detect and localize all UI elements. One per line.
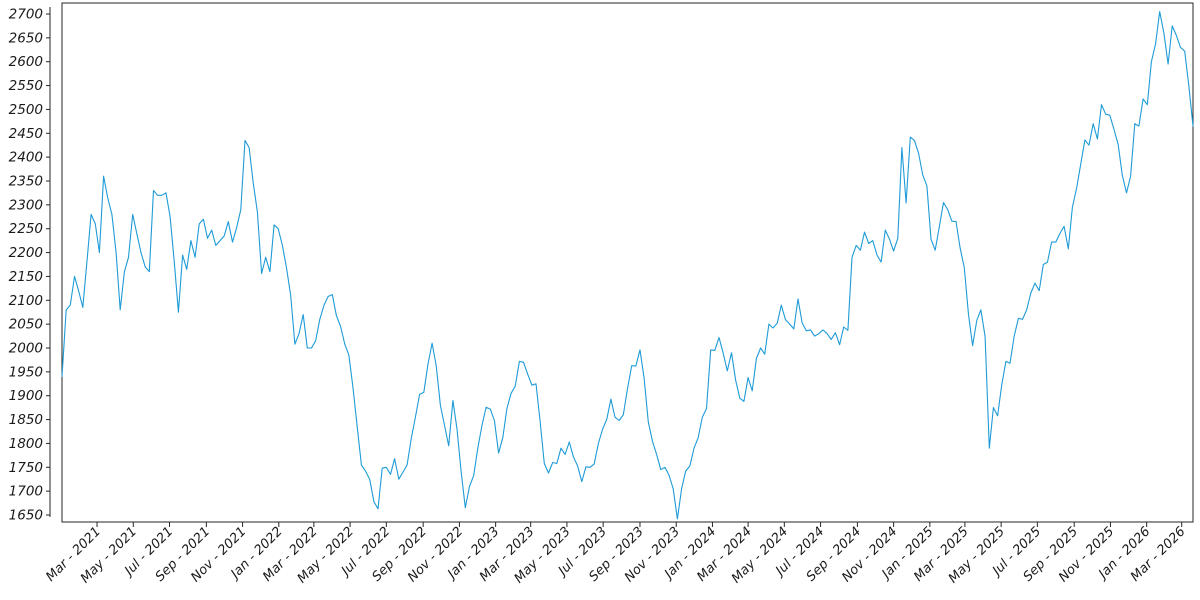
y-tick-label: 2350 <box>9 174 43 190</box>
y-tick-label: 2050 <box>9 317 43 333</box>
y-tick-label: 1700 <box>9 484 43 500</box>
y-tick-label: 2200 <box>9 245 43 261</box>
y-tick-label: 2550 <box>9 78 43 94</box>
y-axis: 1650 1700 1750 1800 1850 1900 1950 2000 2050 2100… <box>9 7 51 524</box>
y-tick-label: 2600 <box>9 54 43 70</box>
y-tick-label: 1850 <box>9 412 43 428</box>
y-tick-label: 2150 <box>9 269 43 285</box>
y-tick-label: 2450 <box>9 126 43 142</box>
y-tick-label: 2700 <box>9 7 43 23</box>
y-tick-label: 1900 <box>9 388 43 404</box>
y-tick-label: 2300 <box>9 197 43 213</box>
y-tick-label: 2000 <box>9 341 43 357</box>
y-tick-label: 2500 <box>9 102 43 118</box>
y-tick-label: 1950 <box>9 364 43 380</box>
y-tick-label: 1650 <box>9 508 43 524</box>
y-tick-label: 2400 <box>9 150 43 166</box>
y-tick-label: 1800 <box>9 436 43 452</box>
price-series-line <box>61 11 1194 520</box>
y-tick-label: 2650 <box>9 30 43 46</box>
y-tick-label: 2250 <box>9 221 43 237</box>
y-tick-label: 2100 <box>9 293 43 309</box>
plot-area-border <box>61 2 1194 523</box>
y-tick-label: 1750 <box>9 460 43 476</box>
